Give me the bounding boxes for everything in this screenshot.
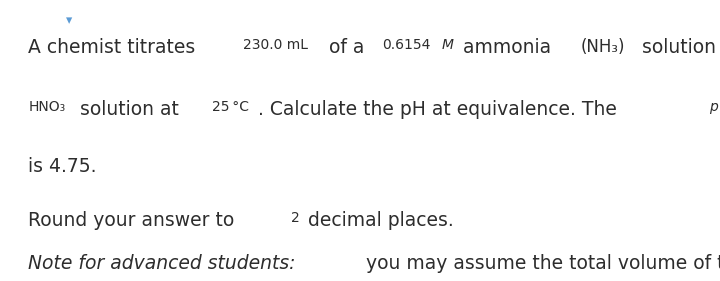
Text: 2: 2 [291,211,300,225]
Text: A chemist titrates: A chemist titrates [28,38,202,57]
Text: . Calculate the pH at equivalence. The: . Calculate the pH at equivalence. The [258,100,622,119]
Text: HNO₃: HNO₃ [28,100,66,114]
Text: 25 °C: 25 °C [212,100,248,114]
Text: 0.6154: 0.6154 [382,38,431,52]
Text: you may assume the total volume of the: you may assume the total volume of the [359,254,720,273]
Text: solution with: solution with [636,38,720,57]
Text: ammonia: ammonia [456,38,557,57]
Text: of a: of a [323,38,371,57]
Text: is 4.75.: is 4.75. [28,157,96,176]
Text: M: M [442,38,454,52]
Text: decimal places.: decimal places. [302,211,454,230]
Text: Note for advanced students:: Note for advanced students: [28,254,296,273]
Text: ▾: ▾ [66,14,73,27]
Text: solution at: solution at [74,100,185,119]
Text: Round your answer to: Round your answer to [28,211,240,230]
Text: p: p [709,100,719,114]
Text: 230.0 mL: 230.0 mL [243,38,308,52]
Text: (NH₃): (NH₃) [581,38,626,56]
